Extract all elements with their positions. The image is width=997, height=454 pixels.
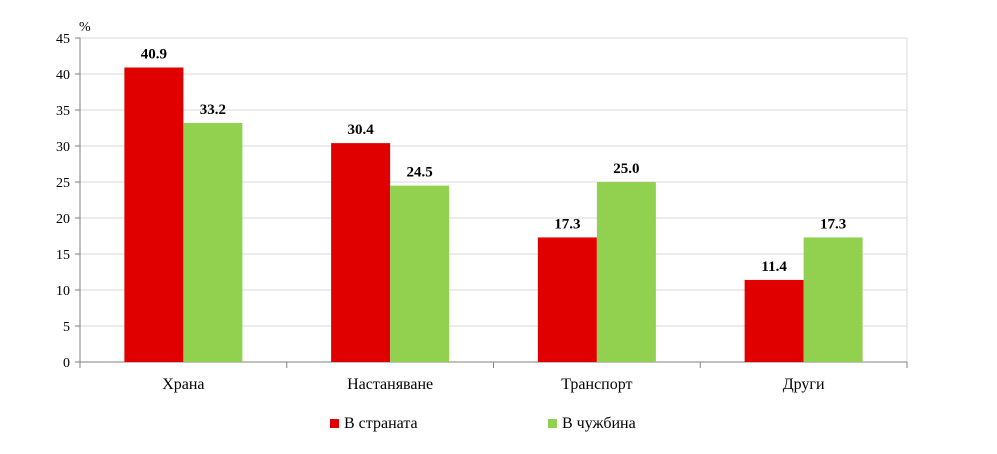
- data-labels: 40.9 33.2 30.4 24.5 17.3 25.0 11.4 17.3: [141, 47, 847, 275]
- y-tick-label: 45: [56, 32, 70, 47]
- y-tick-label: 20: [56, 212, 70, 227]
- bar-value-label: 40.9: [141, 47, 167, 63]
- x-category-label: Други: [783, 376, 825, 393]
- bar-value-label: 33.2: [200, 102, 226, 118]
- y-tick-label: 25: [56, 176, 70, 191]
- bar-domestic: [124, 67, 184, 363]
- bar-abroad: [596, 182, 656, 362]
- x-category-label: Настаняване: [347, 376, 433, 393]
- bar-value-label: 30.4: [348, 122, 375, 138]
- bars: [124, 67, 863, 363]
- y-tick-label: 40: [56, 68, 70, 83]
- bar-domestic: [537, 237, 597, 362]
- bar-value-label: 11.4: [761, 259, 787, 275]
- bar-value-label: 24.5: [407, 165, 433, 181]
- bar-value-label: 17.3: [554, 216, 580, 232]
- bar-domestic: [744, 279, 804, 362]
- y-tick-label: 30: [56, 140, 70, 155]
- y-axis-ticks: 0 5 10 15 20 25 30 35 40 45: [56, 32, 70, 371]
- legend-label: В чужбина: [562, 415, 636, 432]
- x-axis-categories: Храна Настаняване Транспорт Други: [162, 376, 825, 393]
- y-tick-label: 10: [56, 284, 70, 299]
- bar-value-label: 17.3: [820, 216, 846, 232]
- bar-abroad: [803, 237, 863, 362]
- x-category-label: Транспорт: [561, 376, 632, 393]
- y-tick-label: 15: [56, 248, 70, 263]
- legend: В страната В чужбина: [330, 415, 636, 432]
- bar-domestic: [331, 143, 391, 362]
- bar-value-label: 25.0: [613, 161, 639, 177]
- y-axis-unit-label: %: [79, 20, 91, 35]
- legend-label: В страната: [344, 415, 418, 432]
- y-tick-label: 0: [63, 356, 70, 371]
- bar-abroad: [183, 122, 243, 363]
- y-tick-label: 5: [63, 320, 70, 335]
- legend-swatch: [330, 419, 339, 428]
- legend-swatch: [548, 419, 557, 428]
- bar-abroad: [390, 185, 450, 362]
- y-tick-label: 35: [56, 104, 70, 119]
- x-category-label: Храна: [162, 376, 204, 393]
